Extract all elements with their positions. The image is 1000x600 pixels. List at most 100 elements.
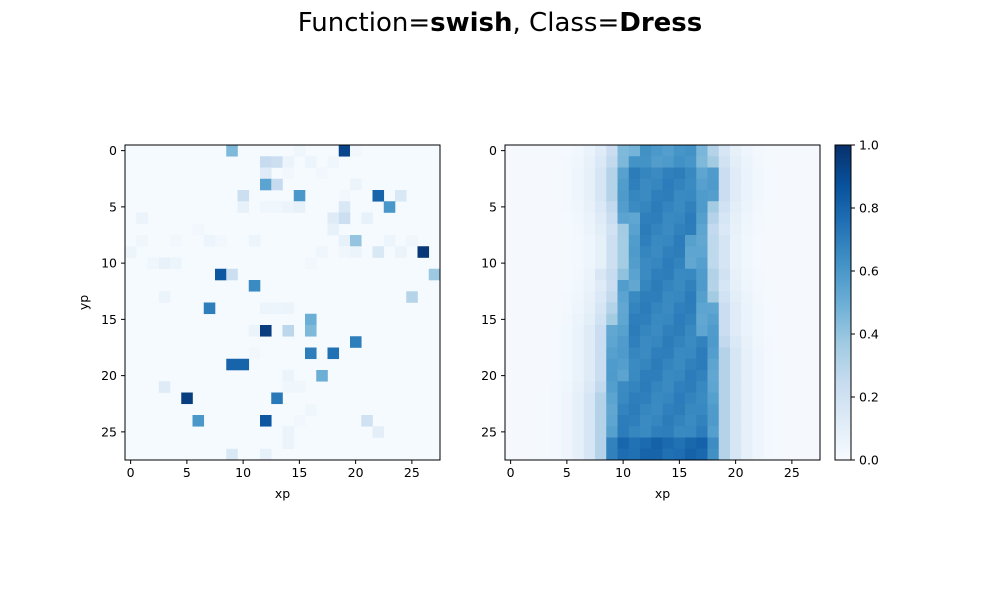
heatmap-cell bbox=[707, 426, 720, 438]
heatmap-cell bbox=[808, 336, 821, 348]
heatmap-cell bbox=[786, 235, 798, 247]
heatmap-cell bbox=[763, 403, 776, 416]
heatmap-cell bbox=[763, 313, 776, 326]
heatmap-cell bbox=[808, 167, 821, 180]
x-tick-label: 20 bbox=[728, 465, 744, 480]
heatmap-cell bbox=[797, 268, 810, 281]
heatmap-cell bbox=[282, 201, 295, 213]
heatmap-cell bbox=[696, 347, 708, 360]
heatmap-cell bbox=[595, 336, 607, 348]
heatmap-cell bbox=[372, 190, 385, 202]
heatmap-cell bbox=[595, 178, 607, 191]
heatmap-cell bbox=[752, 167, 765, 180]
heatmap-cell bbox=[752, 370, 765, 382]
heatmap-cell bbox=[550, 235, 562, 247]
heatmap-cell bbox=[628, 403, 641, 416]
heatmap-cell bbox=[316, 167, 328, 180]
heatmap-cell bbox=[808, 313, 821, 326]
heatmap-cell bbox=[640, 190, 652, 202]
heatmap-cell bbox=[538, 178, 551, 191]
heatmap-cell bbox=[662, 280, 675, 292]
heatmap-cell bbox=[248, 325, 261, 337]
heatmap-cell bbox=[696, 246, 708, 258]
heatmap-cell bbox=[606, 426, 618, 438]
heatmap-cell bbox=[561, 291, 573, 303]
heatmap-cell bbox=[640, 336, 652, 348]
heatmap-cell bbox=[662, 403, 675, 416]
heatmap-cell bbox=[561, 178, 573, 191]
heatmap-cell bbox=[651, 156, 663, 168]
heatmap-cell bbox=[248, 235, 261, 247]
heatmap-cell bbox=[718, 336, 731, 348]
heatmap-cell bbox=[651, 280, 663, 292]
heatmap-cell bbox=[617, 145, 630, 157]
heatmap-cell bbox=[685, 392, 697, 405]
heatmap-cell bbox=[538, 235, 551, 247]
heatmap-cell bbox=[662, 145, 675, 157]
x-tick-label: 10 bbox=[235, 465, 251, 480]
heatmap-cell bbox=[696, 257, 708, 270]
heatmap-cell bbox=[752, 235, 765, 247]
heatmap-cell bbox=[673, 403, 686, 416]
heatmap-cell bbox=[718, 381, 731, 393]
heatmap-cell bbox=[730, 190, 742, 202]
heatmap-cell bbox=[505, 268, 517, 281]
heatmap-cell bbox=[350, 336, 362, 348]
heatmap-cell bbox=[527, 358, 540, 371]
heatmap-cell bbox=[550, 246, 562, 258]
heatmap-cell bbox=[696, 426, 708, 438]
heatmap-cell bbox=[538, 291, 551, 303]
heatmap-cell bbox=[741, 156, 753, 168]
heatmap-cell bbox=[538, 223, 551, 236]
heatmap-cell bbox=[550, 347, 562, 360]
heatmap-cell bbox=[538, 336, 551, 348]
heatmap-cell bbox=[516, 358, 528, 371]
heatmap-cell bbox=[808, 347, 821, 360]
heatmap-cell bbox=[741, 145, 753, 157]
heatmap-cell bbox=[158, 257, 171, 270]
heatmap-cell bbox=[752, 268, 765, 281]
heatmap-cell bbox=[561, 415, 573, 427]
heatmap-cell bbox=[561, 145, 573, 157]
heatmap-cell bbox=[673, 280, 686, 292]
heatmap-cell bbox=[763, 223, 776, 236]
heatmap-cell bbox=[707, 437, 720, 450]
heatmap-cell bbox=[305, 325, 317, 337]
heatmap-cell bbox=[338, 212, 351, 225]
heatmap-cell bbox=[538, 246, 551, 258]
heatmap-cell bbox=[808, 235, 821, 247]
heatmap-cell bbox=[617, 392, 630, 405]
heatmap-cell bbox=[696, 178, 708, 191]
heatmap-cell bbox=[505, 291, 517, 303]
heatmap-cell bbox=[718, 313, 731, 326]
heatmap-cell bbox=[561, 246, 573, 258]
heatmap-cell bbox=[550, 156, 562, 168]
heatmap-cell bbox=[763, 370, 776, 382]
heatmap-cell bbox=[775, 347, 787, 360]
heatmap-cell bbox=[786, 426, 798, 438]
heatmap-cell bbox=[696, 302, 708, 315]
heatmap-cell bbox=[628, 246, 641, 258]
right-heatmap-panel: 0 5 10 15 20 25 0 5 10 15 20 25 xp bbox=[481, 143, 821, 501]
heatmap-cell bbox=[606, 167, 618, 180]
heatmap-cell bbox=[226, 268, 238, 281]
heatmap-cell bbox=[583, 325, 596, 337]
heatmap-cell bbox=[538, 415, 551, 427]
heatmap-cell bbox=[606, 370, 618, 382]
heatmap-cell bbox=[338, 201, 351, 213]
heatmap-cell bbox=[516, 223, 528, 236]
heatmap-cell bbox=[572, 370, 585, 382]
heatmap-cell bbox=[595, 167, 607, 180]
heatmap-cell bbox=[640, 302, 652, 315]
heatmap-cell bbox=[293, 415, 306, 427]
figure-title: Function=swish, Class=Dress bbox=[297, 8, 703, 38]
heatmap-cell bbox=[505, 437, 517, 450]
heatmap-cell bbox=[752, 325, 765, 337]
heatmap-cell bbox=[741, 347, 753, 360]
heatmap-cell bbox=[696, 145, 708, 157]
heatmap-cell bbox=[707, 246, 720, 258]
heatmap-cell bbox=[248, 347, 261, 360]
heatmap-cell bbox=[527, 336, 540, 348]
heatmap-cell bbox=[282, 156, 295, 168]
heatmap-cell bbox=[752, 291, 765, 303]
